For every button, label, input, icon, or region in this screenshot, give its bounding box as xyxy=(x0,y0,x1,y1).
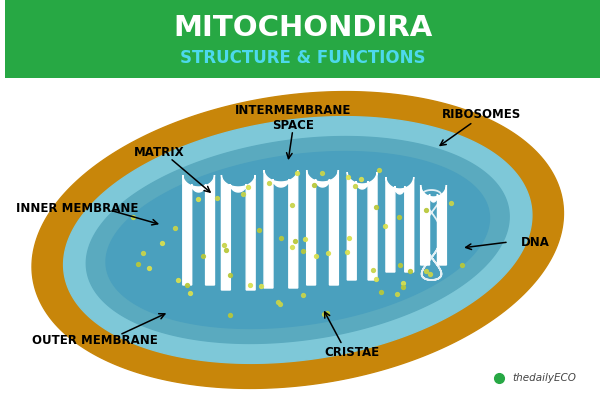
Polygon shape xyxy=(386,177,413,272)
Polygon shape xyxy=(64,117,532,363)
Text: STRUCTURE & FUNCTIONS: STRUCTURE & FUNCTIONS xyxy=(180,49,425,67)
Text: OUTER MEMBRANE: OUTER MEMBRANE xyxy=(32,334,157,346)
Polygon shape xyxy=(106,152,490,328)
Text: RIBOSOMES: RIBOSOMES xyxy=(442,108,521,122)
Polygon shape xyxy=(183,175,214,285)
Text: INTERMEMBRANE
SPACE: INTERMEMBRANE SPACE xyxy=(235,104,351,132)
Polygon shape xyxy=(86,136,509,344)
Text: CRISTAE: CRISTAE xyxy=(325,346,380,358)
Text: MATRIX: MATRIX xyxy=(134,146,184,160)
Text: thedailyECO: thedailyECO xyxy=(513,373,577,383)
Polygon shape xyxy=(221,175,255,290)
Polygon shape xyxy=(307,170,338,285)
Polygon shape xyxy=(264,170,298,288)
Bar xyxy=(5,0,600,78)
Text: MITOCHONDIRA: MITOCHONDIRA xyxy=(173,14,433,42)
Text: DNA: DNA xyxy=(521,236,550,248)
Polygon shape xyxy=(421,185,446,265)
Polygon shape xyxy=(32,92,563,388)
Polygon shape xyxy=(347,172,377,280)
Text: INNER MEMBRANE: INNER MEMBRANE xyxy=(16,202,138,214)
